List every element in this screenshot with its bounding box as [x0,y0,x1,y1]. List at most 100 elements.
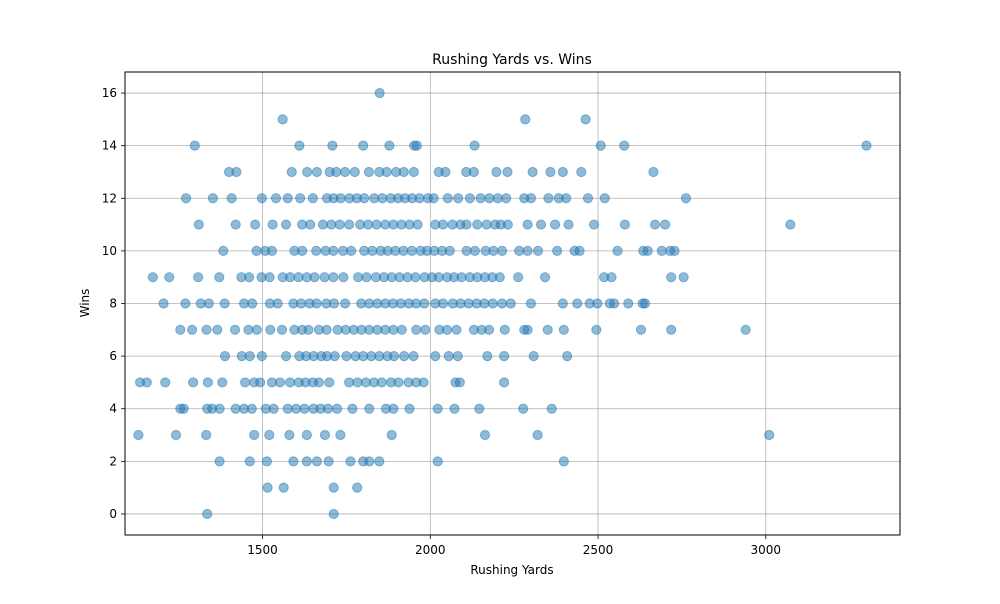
data-point [247,298,258,309]
data-point [180,298,191,309]
data-point [276,324,288,335]
data-point [411,140,422,151]
data-point [599,193,610,204]
data-point [246,403,257,414]
data-point [481,219,492,230]
data-point [201,429,212,441]
data-point [328,508,339,520]
y-tick-label: 12 [102,191,117,205]
data-point [311,456,323,467]
data-point [619,219,630,230]
data-point [186,324,198,335]
data-point [323,456,334,467]
data-point [293,272,304,283]
data-point [666,324,677,335]
data-point [502,166,513,178]
data-point [861,140,872,151]
data-point [335,429,346,441]
data-point [347,403,358,414]
data-point [609,298,620,309]
data-point [656,245,667,256]
data-point [419,298,430,309]
y-axis-ticks: 0 2 4 6 8 10 12 14 16 [102,86,125,521]
data-point [277,114,288,125]
data-point [522,324,533,335]
data-point [479,298,490,309]
x-tick-label: 1500 [247,543,278,557]
data-point [339,166,351,178]
x-tick-label: 2000 [415,543,446,557]
data-point [280,219,292,230]
data-point [482,351,493,362]
data-point [635,324,647,335]
data-point [251,324,262,335]
data-point [367,245,378,256]
data-point [513,272,524,283]
y-tick-label: 0 [109,507,117,521]
data-point [229,324,241,335]
data-point [311,245,322,256]
y-axis-label: Wins [78,289,92,318]
data-point [141,377,152,388]
data-point [189,140,200,151]
data-point [282,403,293,414]
data-point [393,377,404,388]
data-point [309,272,320,283]
data-point [437,219,449,230]
data-point [363,219,374,230]
data-point [231,166,242,178]
data-point [344,219,355,230]
data-point [226,193,237,204]
data-point [527,166,538,178]
data-point [299,403,310,414]
data-point [496,298,508,309]
data-point [339,298,351,309]
data-point [240,377,251,388]
data-point [278,482,289,493]
data-point [452,351,463,362]
data-point [202,377,213,388]
data-point [558,456,569,467]
data-point [592,298,603,309]
data-point [441,324,453,335]
data-point [496,245,508,256]
data-point [680,193,692,204]
data-point [345,456,356,467]
data-point [301,429,312,441]
data-point [272,298,283,309]
data-point [468,166,480,178]
data-point [329,351,340,362]
y-tick-label: 16 [102,86,117,100]
data-point [539,272,551,283]
data-point [328,245,339,256]
data-point [319,272,330,283]
data-point [522,219,533,230]
data-point [491,166,502,178]
data-point [399,351,410,362]
y-tick-label: 8 [109,297,117,311]
data-point [545,166,556,178]
data-point [250,219,261,230]
data-point [520,114,531,125]
data-point [282,193,293,204]
x-tick-label: 3000 [751,543,782,557]
data-point [244,456,255,467]
data-point [648,166,659,178]
data-point [264,429,275,441]
data-point [193,219,204,230]
data-point [178,403,189,414]
data-point [256,351,267,362]
data-point [580,114,591,125]
data-point [494,272,505,283]
data-point [606,272,617,283]
data-point [412,219,423,230]
data-point [270,193,282,204]
data-point [660,219,671,230]
data-point [175,324,186,335]
data-point [442,193,453,204]
data-point [188,377,199,388]
data-point [475,193,486,204]
data-point [642,245,653,256]
